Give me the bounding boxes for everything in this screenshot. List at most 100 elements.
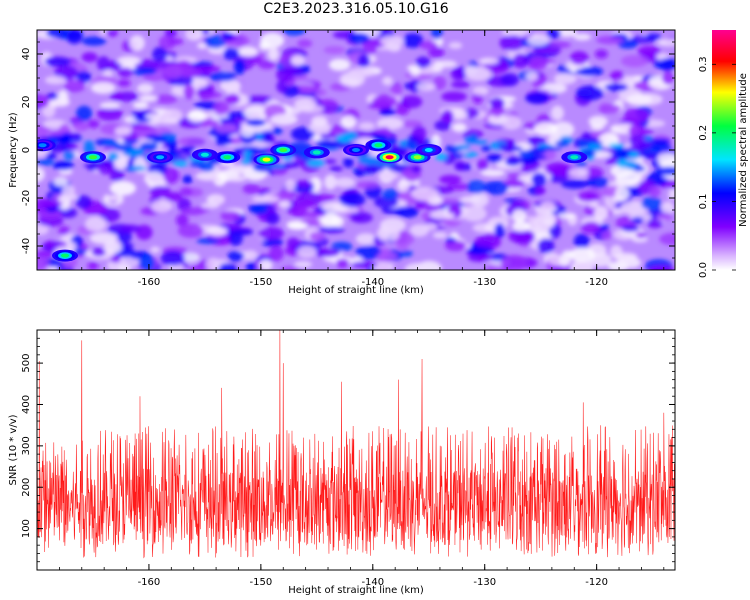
heatmap-band-cell <box>357 155 380 166</box>
heatmap-cell <box>415 200 426 210</box>
heatmap-cell <box>258 60 276 70</box>
heatmap-band-cell <box>555 140 570 147</box>
heatmap-cell <box>96 107 123 121</box>
colorbar: 0.0 0.1 0.2 0.3 Normalized spectral amplitu… <box>698 30 749 278</box>
heatmap-cell <box>189 265 205 270</box>
heatmap-hotspot <box>89 155 97 160</box>
heatmap-cell <box>84 216 107 232</box>
heatmap-cell <box>248 55 263 65</box>
heatmap-cell <box>533 122 558 136</box>
heatmap-cell <box>525 91 550 104</box>
heatmap-cell <box>570 259 594 270</box>
heatmap-hotspot <box>262 157 271 162</box>
heatmap-cell <box>286 67 303 75</box>
heatmap-cell <box>589 252 612 267</box>
heatmap-cell <box>244 95 273 104</box>
heatmap-cell <box>197 42 209 50</box>
heatmap-cell <box>251 195 280 203</box>
heatmap-band-cell <box>37 159 54 166</box>
heatmap-cell <box>114 158 131 170</box>
heatmap-cell <box>647 218 663 229</box>
heatmap-cell <box>207 226 228 236</box>
heatmap-cell <box>143 74 166 81</box>
heatmap-cell <box>382 188 399 201</box>
heatmap-cell <box>276 80 288 93</box>
heatmap-cell <box>109 92 123 102</box>
heatmap-cell <box>621 224 640 232</box>
heatmap-cell <box>286 237 300 250</box>
heatmap-cell <box>37 166 45 182</box>
heatmap-cell <box>355 245 382 260</box>
heatmap-y-label: Frequency (Hz) <box>8 112 19 188</box>
heatmap-cell <box>87 261 99 270</box>
heatmap-band-cell <box>181 145 197 153</box>
heatmap-cell <box>46 206 58 213</box>
heatmap-cell <box>657 38 675 47</box>
heatmap-cell <box>321 201 349 213</box>
heatmap-cell <box>324 174 337 190</box>
heatmap-band-cell <box>527 136 546 146</box>
y-tick-label: 500 <box>21 354 32 373</box>
heatmap-cell <box>348 67 375 78</box>
heatmap-band-cell <box>252 163 263 172</box>
heatmap-cell <box>311 115 328 127</box>
heatmap-band-cell <box>650 138 671 144</box>
x-tick-label: -140 <box>361 277 384 288</box>
heatmap-cell <box>37 249 54 259</box>
heatmap-cell <box>164 64 182 79</box>
heatmap-cell <box>37 223 49 235</box>
heatmap-hotspot <box>200 152 209 157</box>
heatmap-cell <box>185 30 203 41</box>
heatmap-cell <box>384 225 400 242</box>
heatmap-band-cell <box>611 152 633 160</box>
heatmap-cell <box>139 95 159 102</box>
heatmap-cell <box>334 177 356 188</box>
heatmap-cell <box>557 212 576 219</box>
heatmap-cell <box>554 72 577 85</box>
heatmap-cell <box>358 122 375 131</box>
heatmap-cell <box>290 55 305 66</box>
heatmap-cell <box>106 194 120 202</box>
heatmap-cell <box>205 257 221 270</box>
heatmap-band-cell <box>87 161 98 172</box>
heatmap-cell <box>91 82 116 94</box>
x-tick-label: -130 <box>473 577 496 588</box>
heatmap-cell <box>439 174 462 185</box>
heatmap-cell <box>378 171 399 180</box>
heatmap-cell <box>177 223 204 238</box>
heatmap-band-cell <box>520 155 538 165</box>
heatmap-cell <box>57 194 71 211</box>
x-tick-label: -140 <box>361 577 384 588</box>
heatmap-cell <box>544 162 571 176</box>
heatmap-x-label: Height of straight line (km) <box>288 285 424 296</box>
heatmap-band-cell <box>261 136 273 141</box>
heatmap-cell <box>586 176 609 189</box>
x-tick-label: -150 <box>250 577 273 588</box>
heatmap-cell <box>559 254 571 267</box>
heatmap-cell <box>432 60 444 73</box>
heatmap-cell <box>551 121 575 138</box>
heatmap-cell <box>511 30 531 37</box>
heatmap-cell <box>598 104 622 114</box>
heatmap-cell <box>588 115 608 128</box>
y-tick-label: -40 <box>21 238 32 254</box>
heatmap-cell <box>293 180 314 188</box>
heatmap-cell <box>120 224 141 233</box>
heatmap-band-cell <box>45 152 57 160</box>
heatmap-cell <box>441 91 467 102</box>
heatmap-cell <box>164 30 177 38</box>
y-tick-label: 400 <box>21 395 32 414</box>
heatmap-cell <box>129 35 145 51</box>
heatmap-cell <box>164 192 183 202</box>
heatmap-cell <box>137 83 154 94</box>
heatmap-cell <box>363 39 378 56</box>
heatmap-cell <box>357 54 371 68</box>
heatmap-cell <box>114 126 131 136</box>
heatmap-cell <box>242 184 261 194</box>
heatmap-cell <box>402 120 423 128</box>
heatmap-cell <box>187 109 206 123</box>
heatmap-cell <box>370 261 394 270</box>
heatmap-cell <box>269 245 284 262</box>
heatmap-cell <box>499 34 526 51</box>
heatmap-cell <box>631 217 644 224</box>
